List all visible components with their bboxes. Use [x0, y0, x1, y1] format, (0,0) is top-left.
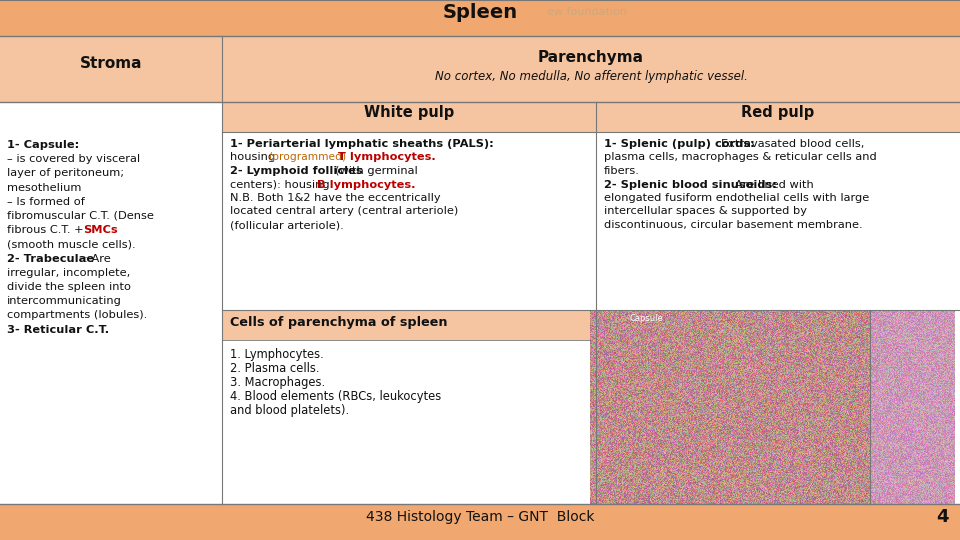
Text: (smooth muscle cells).: (smooth muscle cells). [7, 239, 135, 249]
Text: Spleen: Spleen [443, 3, 517, 22]
Text: – Is formed of: – Is formed of [7, 197, 84, 207]
Text: fibers.: fibers. [604, 166, 640, 176]
Text: compartments (lobules).: compartments (lobules). [7, 310, 147, 320]
Text: B lymphocytes.: B lymphocytes. [317, 179, 416, 190]
Text: Extravasated blood cells,: Extravasated blood cells, [721, 139, 864, 149]
Text: layer of peritoneum;: layer of peritoneum; [7, 168, 124, 178]
Text: Capsule: Capsule [630, 314, 663, 323]
Text: 1- Periarterial lymphatic sheaths (PALS):: 1- Periarterial lymphatic sheaths (PALS)… [230, 139, 493, 149]
Text: : Are: : Are [84, 254, 110, 264]
Text: (with germinal: (with germinal [335, 166, 418, 176]
Text: 2- Lymphoid follicles: 2- Lymphoid follicles [230, 166, 363, 176]
Text: 438 Histology Team – GNT  Block: 438 Histology Team – GNT Block [366, 510, 594, 524]
Text: and blood platelets).: and blood platelets). [230, 404, 349, 417]
Bar [222, 310, 590, 340]
Text: ew foundation: ew foundation [547, 7, 627, 17]
Text: SMCs: SMCs [83, 225, 118, 235]
Text: 3- Reticular C.T.: 3- Reticular C.T. [7, 325, 109, 335]
Text: Red pulp: Red pulp [741, 105, 815, 119]
Text: Cells of parenchyma of spleen: Cells of parenchyma of spleen [230, 316, 447, 329]
Text: intercommunicating: intercommunicating [7, 296, 122, 306]
Text: (follicular arteriole).: (follicular arteriole). [230, 220, 344, 230]
Bar [0, 36, 222, 102]
Text: 1. Lymphocytes.: 1. Lymphocytes. [230, 348, 324, 361]
Text: 4: 4 [936, 508, 948, 526]
Text: 3. Macrophages.: 3. Macrophages. [230, 376, 325, 389]
Text: 1- Capsule:: 1- Capsule: [7, 140, 80, 150]
Text: – is covered by visceral: – is covered by visceral [7, 154, 140, 164]
Text: Are lined with: Are lined with [735, 179, 814, 190]
Text: 2- Splenic blood sinusoids:: 2- Splenic blood sinusoids: [604, 179, 777, 190]
Bar [222, 36, 960, 102]
Text: 1- Splenic (pulp) cords:: 1- Splenic (pulp) cords: [604, 139, 755, 149]
Text: located central artery (central arteriole): located central artery (central arteriol… [230, 206, 458, 217]
Text: No cortex, No medulla, No afferent lymphatic vessel.: No cortex, No medulla, No afferent lymph… [435, 70, 748, 83]
Text: fibromuscular C.T. (Dense: fibromuscular C.T. (Dense [7, 211, 154, 221]
Text: N.B. Both 1&2 have the eccentrically: N.B. Both 1&2 have the eccentrically [230, 193, 441, 203]
Text: Parenchyma: Parenchyma [538, 50, 644, 65]
Text: plasma cells, macrophages & reticular cells and: plasma cells, macrophages & reticular ce… [604, 152, 876, 163]
Text: elongated fusiform endothelial cells with large: elongated fusiform endothelial cells wit… [604, 193, 869, 203]
Text: White pulp: White pulp [364, 105, 454, 119]
Text: T lymphocytes.: T lymphocytes. [334, 152, 436, 163]
Bar [0, 0, 960, 36]
Text: 2. Plasma cells.: 2. Plasma cells. [230, 362, 320, 375]
Bar [0, 132, 960, 504]
Text: Stroma: Stroma [80, 57, 142, 71]
Text: mesothelium: mesothelium [7, 183, 82, 193]
Text: intercellular spaces & supported by: intercellular spaces & supported by [604, 206, 807, 217]
Text: 2- Trabeculae: 2- Trabeculae [7, 254, 94, 264]
Text: 4. Blood elements (RBCs, leukocytes: 4. Blood elements (RBCs, leukocytes [230, 390, 442, 403]
Bar [222, 102, 596, 132]
Text: divide the spleen into: divide the spleen into [7, 282, 131, 292]
Text: (programmed): (programmed) [268, 152, 347, 163]
Text: fibrous C.T. +: fibrous C.T. + [7, 225, 87, 235]
Text: irregular, incomplete,: irregular, incomplete, [7, 268, 131, 278]
Text: centers): housing: centers): housing [230, 179, 333, 190]
Text: housing: housing [230, 152, 278, 163]
Bar [596, 102, 960, 132]
Text: discontinuous, circular basement membrane.: discontinuous, circular basement membran… [604, 220, 863, 230]
Bar [0, 504, 960, 540]
